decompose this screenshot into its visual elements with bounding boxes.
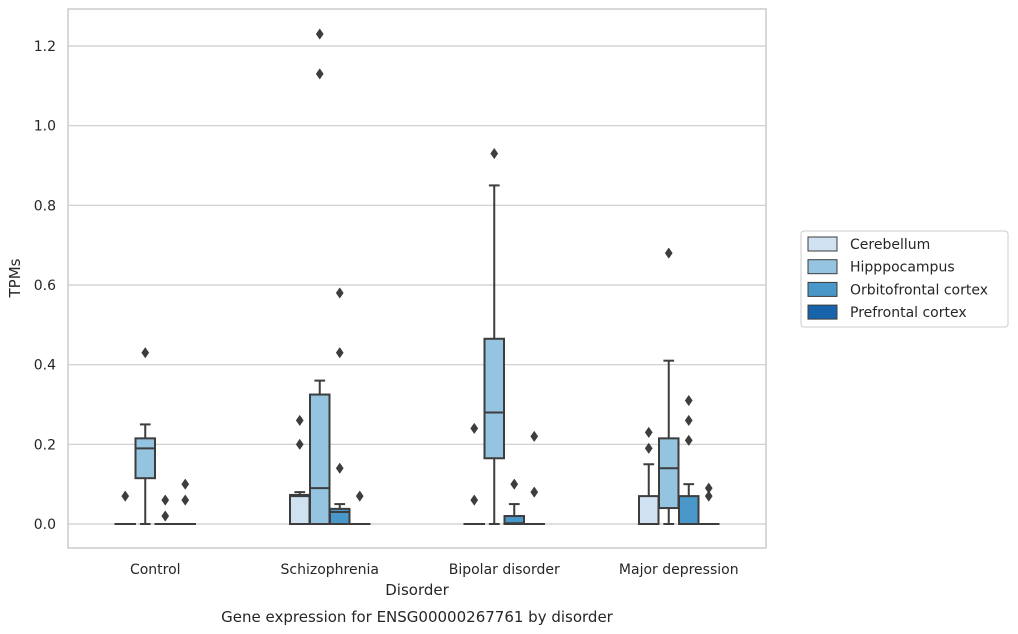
grid-layer [68, 45, 766, 525]
legend-swatch [807, 281, 838, 297]
y-axis-label: TPMs [6, 258, 24, 298]
legend-label: Prefrontal cortex [850, 305, 967, 321]
box-body [289, 493, 311, 525]
outlier-point [644, 442, 653, 454]
box-hipppocampus [658, 247, 680, 525]
box-cerebellum [289, 414, 311, 525]
outlier-point [470, 422, 479, 435]
y-tick-label: 1.2 [34, 39, 56, 55]
legend-swatch [807, 259, 838, 275]
box-prefrontal-cortex [349, 490, 371, 526]
x-axis-ticks: Control Schizophrenia Bipolar disorder Majo… [130, 562, 739, 578]
outlier-point [335, 347, 344, 359]
box-prefrontal-cortex [698, 482, 720, 526]
box-body [134, 437, 156, 480]
outlier-point [355, 490, 364, 502]
outlier-point [295, 414, 304, 427]
figure-caption: Gene expression for ENSG00000267761 by d… [221, 608, 614, 626]
legend-label: Hipppocampus [850, 260, 955, 276]
box-prefrontal-cortex [523, 430, 545, 526]
box-orbitofrontal-cortex [154, 494, 176, 526]
legend-swatch [807, 236, 838, 252]
legend-label: Cerebellum [850, 237, 930, 253]
outlier-point [181, 494, 190, 506]
outlier-point [530, 430, 539, 443]
outlier-point [664, 247, 673, 259]
box-hipppocampus [483, 147, 505, 525]
legend-swatch [807, 304, 838, 320]
x-tick-label: Major depression [619, 562, 739, 578]
legend: Cerebellum Hipppocampus Orbitofrontal cort… [800, 230, 1009, 328]
box-hipppocampus [134, 347, 156, 525]
outlier-point [161, 510, 170, 522]
box-orbitofrontal-cortex [503, 478, 525, 525]
outlier-point [470, 494, 479, 506]
outlier-point [490, 147, 499, 160]
y-tick-label: 0.0 [34, 517, 56, 533]
outlier-point [141, 347, 150, 359]
box-body [483, 337, 505, 460]
y-tick-label: 0.2 [34, 437, 56, 453]
box-orbitofrontal-cortex [678, 394, 700, 526]
outlier-point [530, 486, 539, 498]
x-tick-label: Schizophrenia [281, 562, 379, 578]
outlier-point [704, 482, 713, 494]
x-tick-label: Control [130, 562, 181, 578]
box-body [638, 495, 660, 526]
y-axis-ticks: 0.0 0.2 0.4 0.6 0.8 1.0 1.2 [34, 39, 56, 533]
box-prefrontal-cortex [174, 478, 196, 526]
legend-label: Orbitofrontal cortex [850, 282, 988, 298]
outlier-point [335, 287, 344, 299]
outlier-point [181, 478, 190, 490]
outlier-point [684, 394, 693, 407]
outlier-point [510, 478, 519, 490]
box-orbitofrontal-cortex [329, 287, 351, 526]
x-tick-label: Bipolar disorder [449, 562, 560, 578]
outlier-point [684, 414, 693, 427]
y-tick-label: 0.4 [34, 358, 56, 374]
box-hipppocampus [309, 28, 331, 525]
box-cerebellum [114, 490, 136, 526]
outlier-point [684, 434, 693, 446]
outlier-point [315, 68, 324, 80]
outlier-point [161, 494, 170, 506]
outlier-point [315, 28, 324, 40]
box-layer [114, 28, 720, 526]
box-body [678, 495, 700, 526]
legend-frame [800, 230, 1009, 328]
y-tick-label: 1.0 [34, 119, 56, 135]
box-body [658, 437, 680, 510]
x-axis-label: Disorder [385, 581, 449, 599]
outlier-point [704, 490, 713, 502]
box-cerebellum [638, 426, 660, 526]
plot-frame [67, 8, 767, 549]
y-tick-label: 0.8 [34, 198, 56, 214]
outlier-point [295, 438, 304, 450]
outlier-point [644, 426, 653, 439]
box-cerebellum [463, 422, 485, 526]
outlier-point [121, 490, 130, 502]
outlier-point [335, 462, 344, 474]
y-tick-label: 0.6 [34, 278, 56, 294]
box-body [309, 393, 331, 525]
legend-items: Cerebellum Hipppocampus Orbitofrontal cort… [807, 236, 988, 321]
